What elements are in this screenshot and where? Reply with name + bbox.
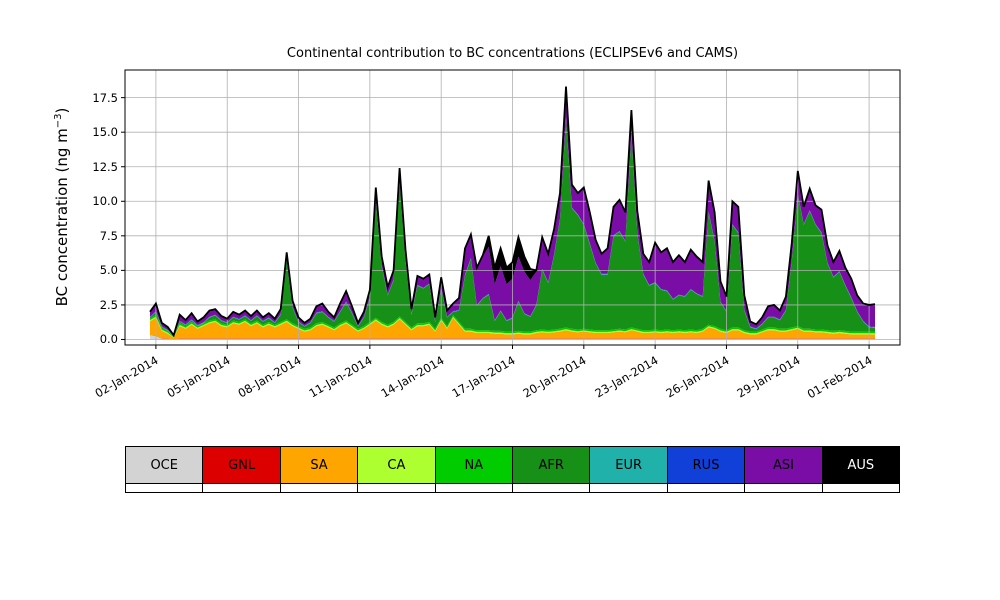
plot-area <box>121 69 901 349</box>
x-tick-label: 29-Jan-2014 <box>734 353 803 401</box>
x-tick-label: 05-Jan-2014 <box>164 353 233 401</box>
legend-subrow <box>125 483 901 493</box>
y-tick-label: 12.5 <box>92 159 118 174</box>
legend-subrow-cell <box>744 483 823 493</box>
legend-label-na: NA <box>464 457 484 473</box>
area-asi <box>150 87 875 336</box>
legend-subrow-cell <box>125 483 204 493</box>
legend-table: OCE GNL SA CA NA AFR EUR RUS ASI AUS <box>125 446 901 484</box>
y-tick-label: 17.5 <box>92 90 118 105</box>
x-tick-label: 26-Jan-2014 <box>663 353 732 401</box>
y-tick-label: 5.0 <box>99 263 118 278</box>
y-tick-label: 7.5 <box>99 228 118 243</box>
x-tick-label: 02-Jan-2014 <box>92 353 161 401</box>
legend-subrow-cell <box>434 483 514 493</box>
legend-label-gnl: GNL <box>228 457 256 473</box>
x-tick-label: 20-Jan-2014 <box>520 353 589 401</box>
y-tick-label: 0.0 <box>99 332 118 347</box>
legend-label-rus: RUS <box>692 457 720 473</box>
chart-title: Continental contribution to BC concentra… <box>286 46 739 61</box>
legend-label-sa: SA <box>310 457 328 473</box>
area-gnl <box>150 335 875 340</box>
y-tick-label: 10.0 <box>92 194 118 209</box>
y-axis-label-text: BC concentration (ng m <box>53 128 71 307</box>
area-ca <box>150 316 875 338</box>
legend-cell-rus: RUS <box>666 446 746 484</box>
x-tick-label: 17-Jan-2014 <box>449 353 518 401</box>
legend-cell-eur: EUR <box>589 446 668 484</box>
x-tick-label: 08-Jan-2014 <box>235 353 304 401</box>
x-tick-label: 11-Jan-2014 <box>306 353 375 401</box>
y-axis-label-suffix: ) <box>53 107 71 114</box>
area-sa <box>150 317 875 340</box>
x-tick-label: 23-Jan-2014 <box>592 353 661 401</box>
y-axis-label-superscript: −3 <box>53 113 64 129</box>
legend-cell-sa: SA <box>279 446 359 484</box>
legend-subrow-cell <box>666 483 746 493</box>
area-afr <box>150 118 875 337</box>
y-tick-label: 2.5 <box>99 297 118 312</box>
legend-subrow-cell <box>589 483 668 493</box>
legend-subrow-cell <box>357 483 436 493</box>
legend-cell-oce: OCE <box>125 446 204 484</box>
legend-cell-aus: AUS <box>821 446 901 484</box>
y-axis-label: BC concentration (ng m−3) <box>53 108 71 307</box>
y-tick-label: 15.0 <box>92 125 118 140</box>
legend-subrow-cell <box>279 483 359 493</box>
legend-label-eur: EUR <box>615 457 643 473</box>
legend-cell-na: NA <box>434 446 514 484</box>
legend-label-ca: CA <box>387 457 406 473</box>
legend-label-aus: AUS <box>847 457 875 473</box>
x-tick-label: 01-Feb-2014 <box>804 353 875 402</box>
legend-cell-gnl: GNL <box>202 446 281 484</box>
total-concentration-line <box>149 86 876 338</box>
legend-cell-afr: AFR <box>512 446 591 484</box>
legend-label-oce: OCE <box>150 457 178 473</box>
legend-label-afr: AFR <box>538 457 564 473</box>
legend-subrow-cell <box>821 483 901 493</box>
legend-subrow-cell <box>512 483 591 493</box>
legend-subrow-cell <box>202 483 281 493</box>
legend-label-asi: ASI <box>772 457 794 473</box>
legend-cell-ca: CA <box>357 446 436 484</box>
legend-cell-asi: ASI <box>744 446 823 484</box>
x-tick-label: 14-Jan-2014 <box>378 353 447 401</box>
